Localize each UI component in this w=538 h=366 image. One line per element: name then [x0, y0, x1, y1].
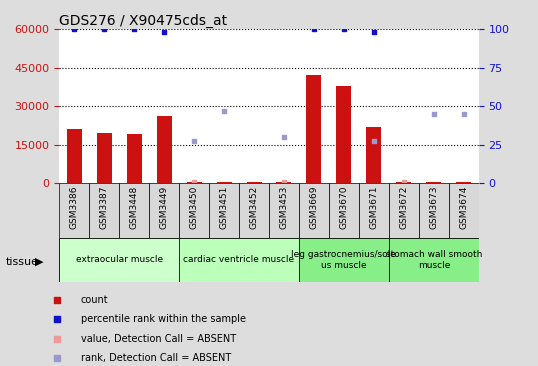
Point — [220, 108, 228, 114]
Bar — [97, 133, 111, 183]
Text: GSM3672: GSM3672 — [399, 186, 408, 229]
Bar — [277, 182, 292, 183]
Point — [400, 179, 408, 184]
Bar — [187, 182, 202, 183]
Point — [130, 26, 138, 32]
Bar — [119, 183, 149, 238]
Bar — [239, 183, 269, 238]
Point — [405, 74, 413, 80]
Point — [190, 179, 199, 184]
Text: tissue: tissue — [5, 257, 38, 267]
Bar — [157, 116, 172, 183]
Text: ▶: ▶ — [35, 257, 44, 267]
Point — [280, 179, 288, 184]
Text: GSM3450: GSM3450 — [189, 186, 199, 229]
Point — [370, 29, 378, 35]
Text: GSM3451: GSM3451 — [220, 186, 229, 229]
Point — [310, 26, 318, 32]
Point — [459, 111, 468, 117]
Text: leg gastrocnemius/sole
us muscle: leg gastrocnemius/sole us muscle — [292, 250, 397, 270]
Text: GDS276 / X90475cds_at: GDS276 / X90475cds_at — [59, 14, 227, 28]
Text: value, Detection Call = ABSENT: value, Detection Call = ABSENT — [81, 334, 236, 344]
Bar — [149, 183, 179, 238]
Bar — [397, 182, 412, 183]
Text: rank, Detection Call = ABSENT: rank, Detection Call = ABSENT — [81, 353, 231, 363]
Text: GSM3452: GSM3452 — [250, 186, 259, 229]
Point — [429, 111, 438, 117]
Text: cardiac ventricle muscle: cardiac ventricle muscle — [183, 255, 295, 264]
Text: GSM3673: GSM3673 — [429, 186, 438, 229]
Text: GSM3449: GSM3449 — [160, 186, 168, 229]
Text: GSM3674: GSM3674 — [459, 186, 469, 229]
Text: percentile rank within the sample: percentile rank within the sample — [81, 314, 246, 324]
Point — [280, 134, 288, 140]
Text: GSM3387: GSM3387 — [100, 186, 109, 229]
Bar — [366, 127, 381, 183]
Bar — [449, 183, 479, 238]
Bar — [426, 182, 441, 183]
Bar — [89, 183, 119, 238]
Text: GSM3386: GSM3386 — [69, 186, 79, 229]
Bar — [126, 134, 141, 183]
Text: GSM3448: GSM3448 — [130, 186, 139, 229]
Bar — [329, 183, 359, 238]
Text: GSM3669: GSM3669 — [309, 186, 318, 229]
Point — [370, 139, 378, 145]
Text: GSM3453: GSM3453 — [279, 186, 288, 229]
Point — [339, 26, 348, 32]
Bar — [179, 183, 209, 238]
Bar — [299, 183, 329, 238]
Point — [160, 29, 168, 35]
Point — [405, 250, 413, 255]
Bar — [389, 238, 479, 282]
Bar — [246, 182, 261, 183]
Bar — [216, 182, 231, 183]
Bar — [456, 182, 471, 183]
Text: count: count — [81, 295, 109, 305]
Bar — [209, 183, 239, 238]
Bar — [307, 75, 321, 183]
Bar — [269, 183, 299, 238]
Point — [70, 26, 79, 32]
Point — [190, 139, 199, 145]
Point — [100, 26, 109, 32]
Text: GSM3671: GSM3671 — [370, 186, 378, 229]
Bar — [67, 129, 82, 183]
Bar — [419, 183, 449, 238]
Bar — [59, 183, 89, 238]
Text: GSM3670: GSM3670 — [339, 186, 349, 229]
Bar — [336, 86, 351, 183]
Bar — [359, 183, 389, 238]
Bar — [179, 238, 299, 282]
Bar — [299, 238, 389, 282]
Text: extraocular muscle: extraocular muscle — [75, 255, 162, 264]
Bar — [389, 183, 419, 238]
Text: stomach wall smooth
muscle: stomach wall smooth muscle — [386, 250, 482, 270]
Bar — [59, 238, 179, 282]
